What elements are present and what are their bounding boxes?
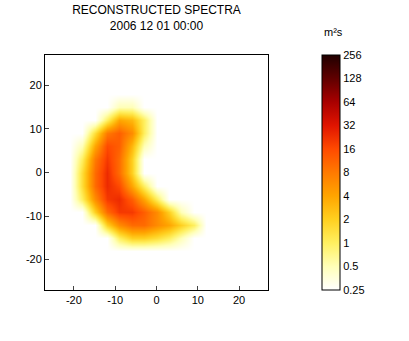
svg-text:4: 4: [343, 190, 349, 202]
svg-text:-10: -10: [26, 210, 42, 222]
svg-text:64: 64: [343, 96, 355, 108]
svg-text:1: 1: [343, 237, 349, 249]
svg-text:m²s: m²s: [324, 26, 343, 38]
svg-text:20: 20: [233, 294, 245, 306]
svg-text:32: 32: [343, 119, 355, 131]
svg-text:16: 16: [343, 143, 355, 155]
svg-text:10: 10: [30, 123, 42, 135]
svg-text:0: 0: [36, 166, 42, 178]
svg-text:-10: -10: [107, 294, 123, 306]
svg-text:10: 10: [192, 294, 204, 306]
svg-text:2: 2: [343, 213, 349, 225]
svg-text:RECONSTRUCTED SPECTRA2006 12 0: RECONSTRUCTED SPECTRA2006 12 01 00:00: [72, 3, 241, 33]
svg-text:-20: -20: [26, 253, 42, 265]
svg-text:0.5: 0.5: [343, 260, 358, 272]
svg-text:256: 256: [343, 49, 361, 61]
svg-text:-20: -20: [66, 294, 82, 306]
svg-text:20: 20: [30, 79, 42, 91]
svg-text:0.25: 0.25: [343, 284, 364, 296]
svg-text:0: 0: [153, 294, 159, 306]
svg-text:8: 8: [343, 166, 349, 178]
svg-text:128: 128: [343, 72, 361, 84]
